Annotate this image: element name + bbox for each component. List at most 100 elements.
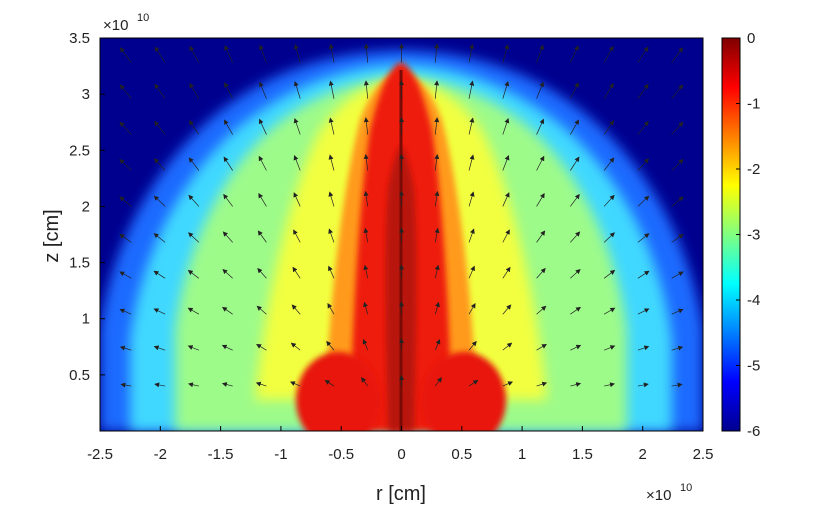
y-tick-label: 2.5 xyxy=(69,142,90,159)
velocity-arrow xyxy=(293,229,301,243)
velocity-arrow xyxy=(187,269,200,279)
x-tick-label: -1.5 xyxy=(208,446,234,463)
velocity-arrow xyxy=(291,304,301,315)
x-axis-ticks: -2.5 -2 -1.5 -1 -0.5 0 0.5 1 1.5 2 2.5 xyxy=(87,426,713,463)
x-tick-label: -0.5 xyxy=(328,446,354,463)
velocity-arrow xyxy=(603,157,615,171)
y-axis-multiplier: ×10 10 xyxy=(103,12,149,34)
velocity-arrow xyxy=(328,154,335,171)
velocity-arrow xyxy=(188,157,200,171)
velocity-arrow xyxy=(637,83,649,99)
velocity-arrow xyxy=(603,194,615,207)
colorbar-tick-label: -4 xyxy=(747,292,760,309)
velocity-arrow xyxy=(293,154,301,171)
velocity-arrow xyxy=(154,83,166,99)
velocity-arrow xyxy=(536,343,547,351)
velocity-arrow xyxy=(119,158,132,171)
colorbar-tick-label: -1 xyxy=(747,96,760,113)
velocity-arrow xyxy=(327,302,335,315)
velocity-arrow xyxy=(468,154,475,171)
velocity-arrow xyxy=(153,195,166,207)
velocity-arrow xyxy=(502,80,510,99)
colorbar-tick-label: -5 xyxy=(747,358,760,375)
colorbar-tick-label: 0 xyxy=(747,30,755,47)
velocity-arrow xyxy=(328,191,335,207)
velocity-arrow xyxy=(223,156,233,171)
velocity-arrow xyxy=(637,233,650,243)
velocity-arrow xyxy=(293,192,301,207)
velocity-arrow xyxy=(570,382,582,387)
velocity-arrow xyxy=(637,345,650,351)
velocity-arrow xyxy=(363,80,369,99)
velocity-arrow xyxy=(326,340,335,351)
velocity-arrow xyxy=(188,194,200,207)
y-multiplier-base: ×10 xyxy=(103,17,128,34)
y-axis-ticks: 0.5 1 1.5 2 2.5 3 3.5 xyxy=(69,30,105,384)
velocity-arrow xyxy=(637,120,649,135)
velocity-arrow xyxy=(257,267,267,279)
velocity-arrow xyxy=(502,44,510,63)
y-multiplier-exponent: 10 xyxy=(137,12,149,24)
velocity-arrow xyxy=(189,82,200,99)
velocity-arrow xyxy=(119,196,132,207)
velocity-arrow xyxy=(570,45,579,63)
velocity-arrow xyxy=(223,119,233,135)
x-tick-label: 1.5 xyxy=(572,446,593,463)
velocity-arrow xyxy=(536,267,546,279)
velocity-arrow xyxy=(502,192,510,207)
velocity-arrow xyxy=(570,344,582,351)
velocity-arrow xyxy=(154,382,166,388)
velocity-arrow xyxy=(502,229,510,243)
velocity-arrow xyxy=(502,117,510,135)
velocity-arrow xyxy=(119,308,132,315)
velocity-arrow xyxy=(434,43,440,63)
plot-area xyxy=(99,37,704,432)
x-axis-label: r [cm] xyxy=(376,483,426,505)
velocity-arrow xyxy=(119,84,132,99)
velocity-arrow xyxy=(603,232,615,243)
velocity-arrow xyxy=(255,381,267,387)
velocity-arrow xyxy=(363,301,369,315)
y-tick-label: 2 xyxy=(82,198,90,215)
velocity-arrow xyxy=(536,192,545,207)
velocity-arrow xyxy=(536,305,547,315)
velocity-arrow xyxy=(188,382,199,388)
colorbar-ticks: 0 -1 -2 -3 -4 -5 -6 xyxy=(736,30,760,440)
velocity-arrow xyxy=(328,117,335,135)
velocity-arrow xyxy=(603,120,615,135)
velocity-arrow xyxy=(468,265,475,279)
velocity-arrow xyxy=(290,381,301,387)
velocity-arrow xyxy=(434,377,442,387)
velocity-arrow xyxy=(258,192,267,207)
velocity-arrow xyxy=(468,191,475,207)
velocity-arrow xyxy=(671,233,684,243)
velocity-arrow xyxy=(361,377,369,387)
velocity-arrow xyxy=(224,82,233,99)
velocity-arrow xyxy=(570,82,579,99)
velocity-arrow xyxy=(119,271,132,279)
velocity-arrow xyxy=(603,82,614,99)
y-axis-label: z [cm] xyxy=(41,209,63,262)
velocity-arrow xyxy=(259,44,267,63)
velocity-arrow xyxy=(119,121,132,135)
velocity-arrow xyxy=(154,46,166,63)
velocity-arrow xyxy=(570,231,581,243)
velocity-arrow xyxy=(189,45,200,63)
velocity-arrow xyxy=(570,119,580,135)
velocity-arrow xyxy=(603,345,616,351)
velocity-arrow xyxy=(671,345,684,351)
velocity-arrow xyxy=(153,308,166,315)
velocity-arrow xyxy=(292,266,301,279)
velocity-arrow xyxy=(259,81,267,99)
velocity-arrow xyxy=(363,43,369,63)
velocity-arrow xyxy=(570,156,580,171)
velocity-arrow xyxy=(434,339,441,351)
velocity-arrow xyxy=(362,339,369,351)
velocity-arrow xyxy=(258,118,267,135)
velocity-arrow xyxy=(468,340,477,351)
velocity-arrow xyxy=(671,271,684,279)
velocity-arrow xyxy=(536,118,545,135)
velocity-arrow xyxy=(637,195,650,207)
velocity-arrow xyxy=(328,265,335,279)
velocity-arrow xyxy=(221,382,233,387)
